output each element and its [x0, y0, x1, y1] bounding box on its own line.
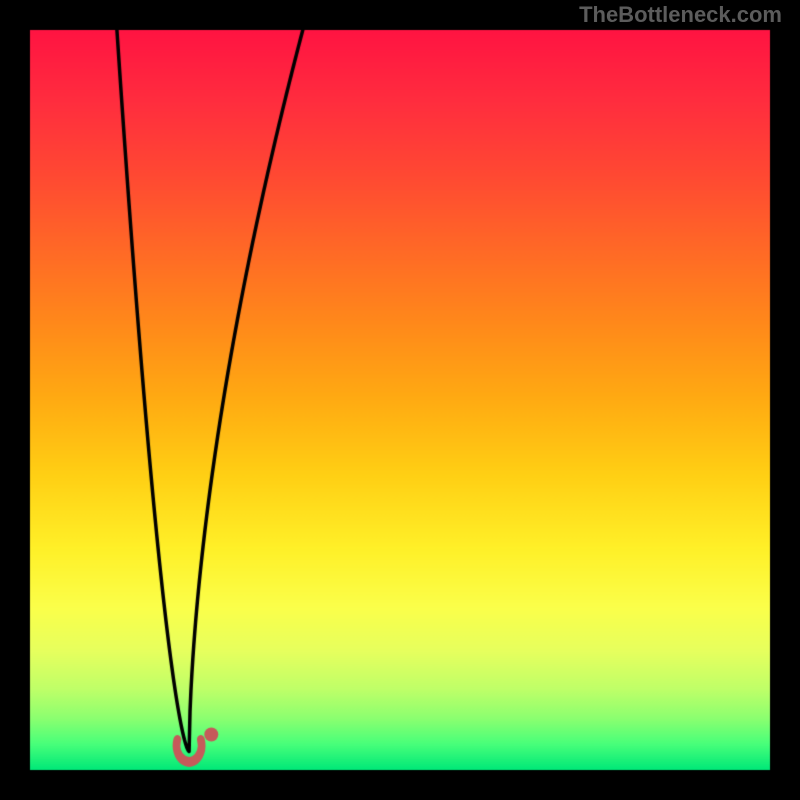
bottleneck-chart-canvas — [0, 0, 800, 800]
